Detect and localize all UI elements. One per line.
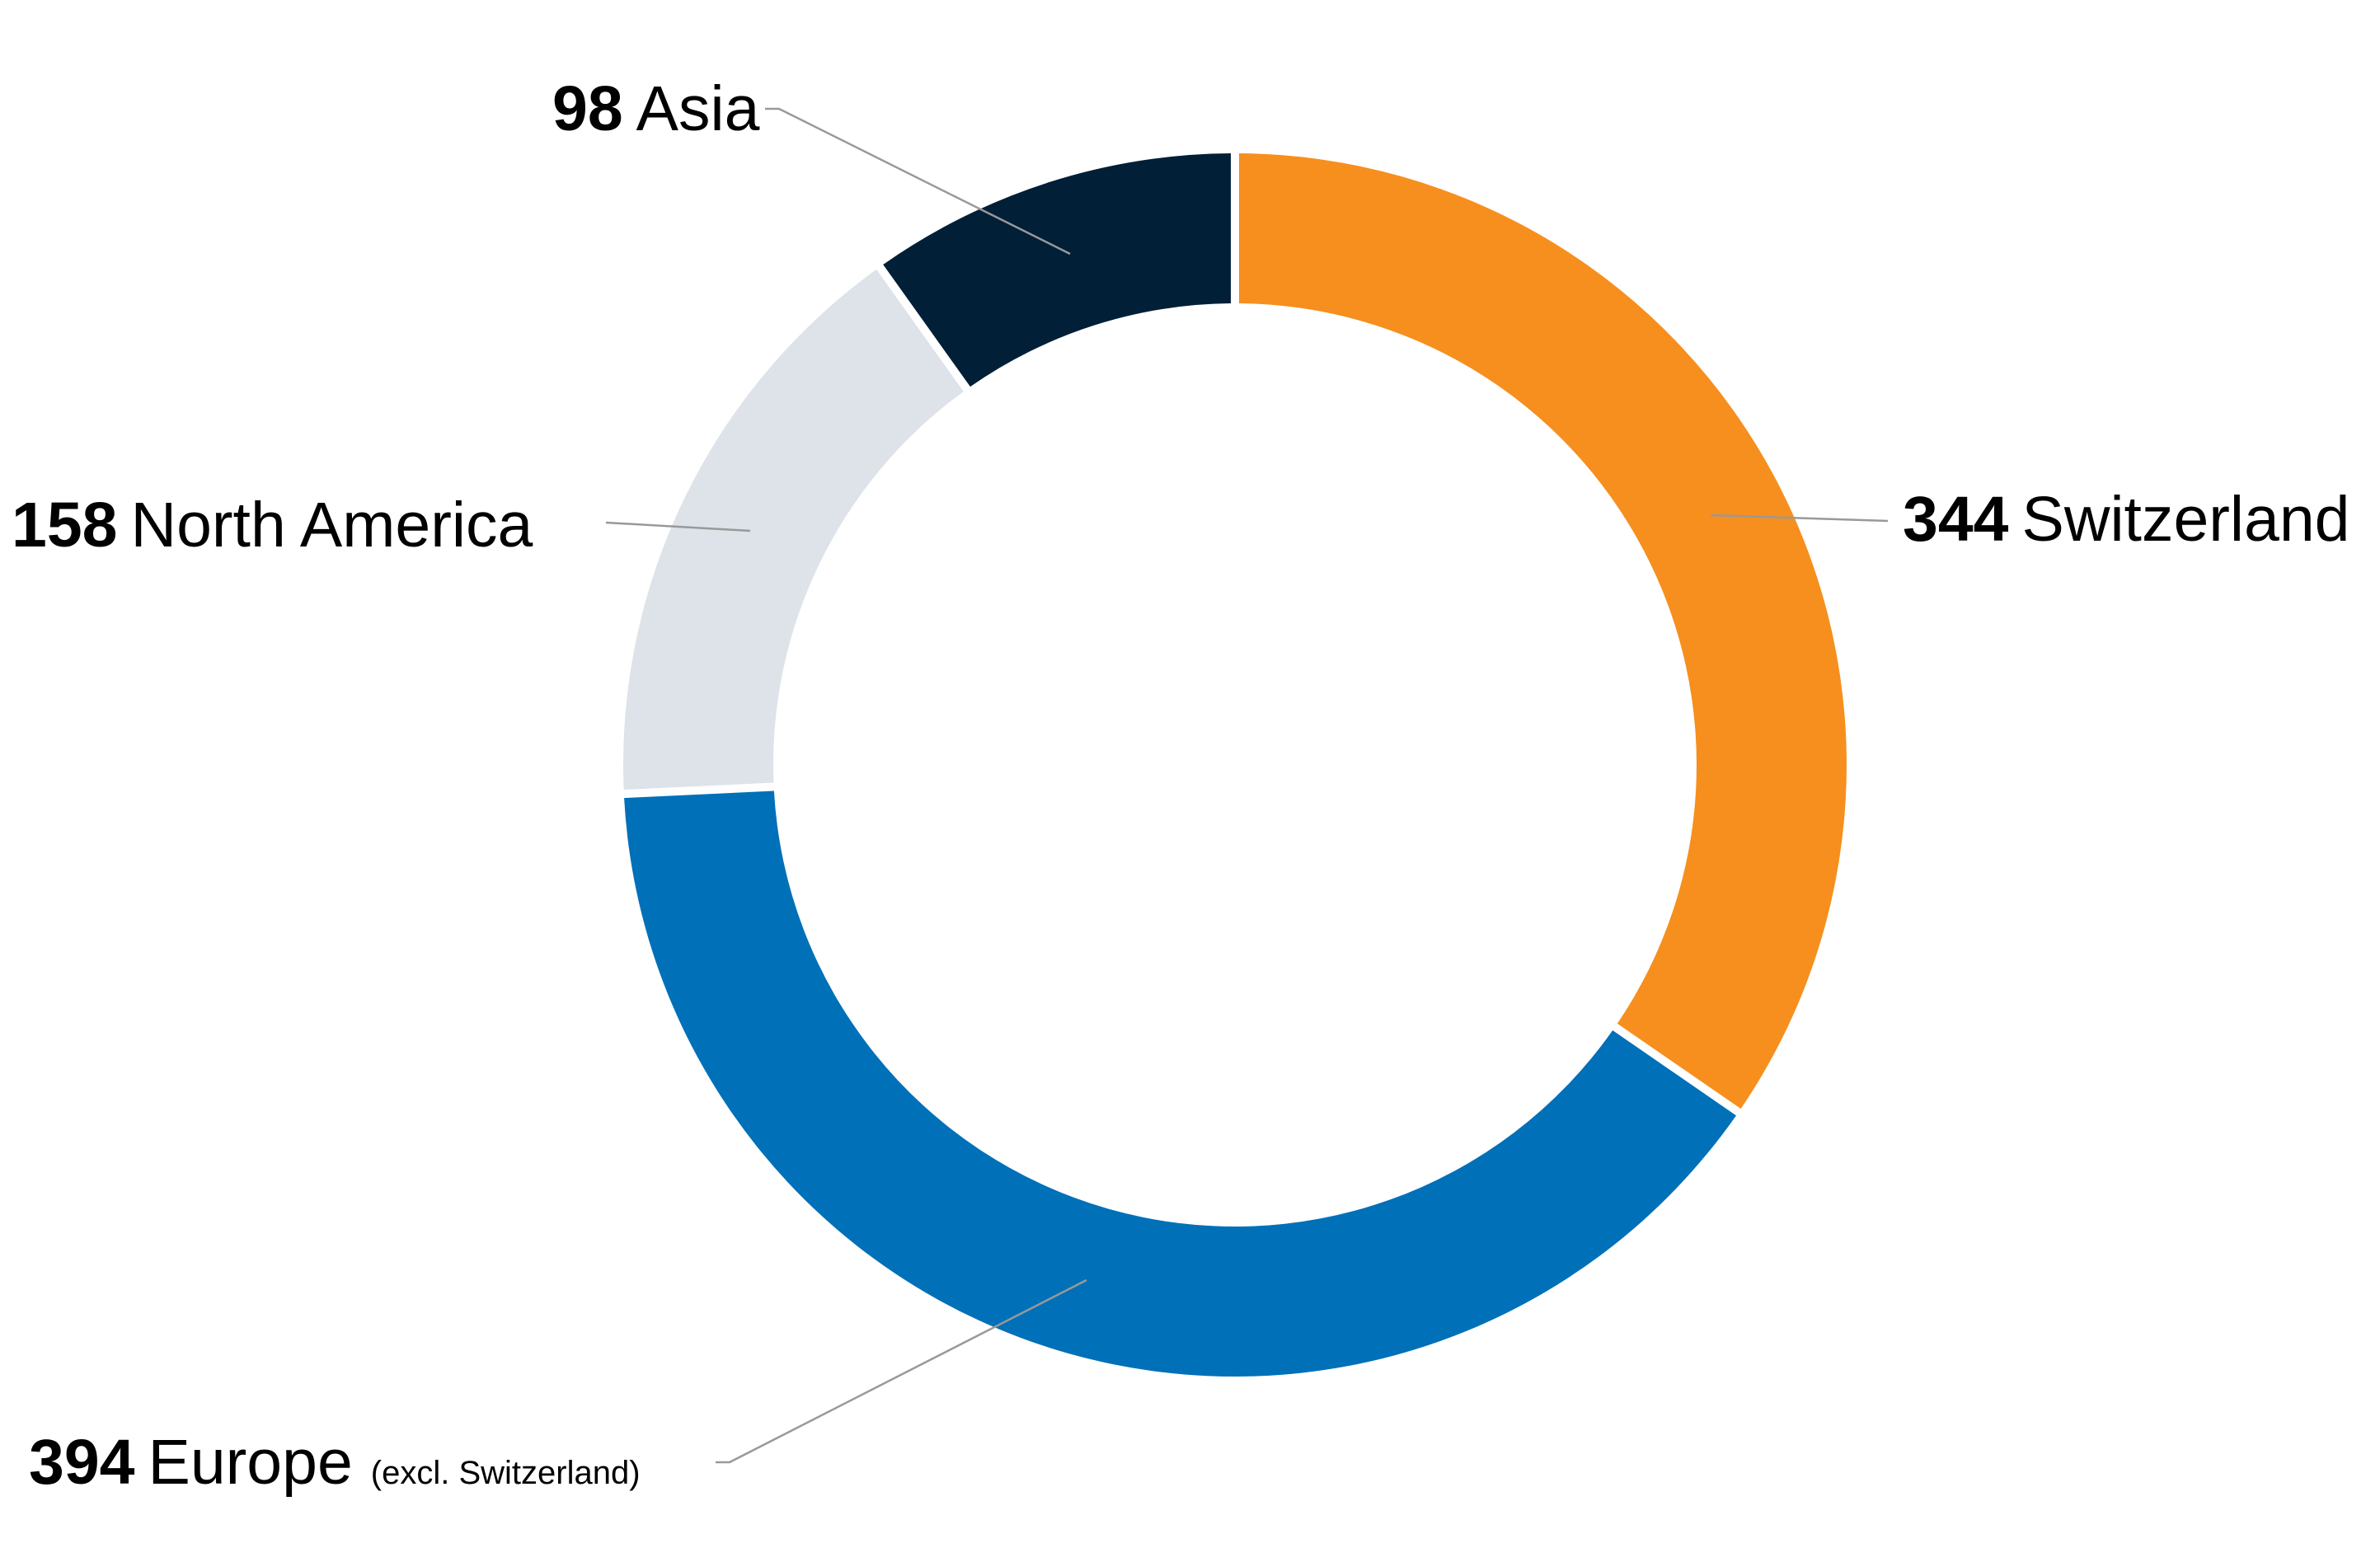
slice-labels: 344 Switzerland 394 Europe (excl. Switzerlan…: [12, 73, 2350, 1498]
label-europe: 394 Europe (excl. Switzerland): [29, 1427, 641, 1498]
leader-line-asia: [765, 107, 1071, 256]
slice-name-label: Switzerland: [2021, 484, 2349, 555]
label-north-america: 158 North America: [12, 490, 533, 561]
slice-value-label: 394: [29, 1427, 135, 1498]
slice-value-label: 344: [1903, 484, 2009, 555]
slice-switzerland: [1238, 153, 1847, 1109]
slice-europe: [624, 790, 1737, 1377]
donut-slices: [623, 153, 1847, 1377]
leader-lines: [605, 107, 1889, 1464]
leader-line-switzerland: [1710, 514, 1889, 523]
leader-line-north-america: [605, 521, 751, 532]
slice-note-label: (excl. Switzerland): [371, 1455, 641, 1491]
slice-asia: [883, 153, 1232, 387]
slice-name-label: Asia: [636, 73, 760, 144]
leader-line-europe: [716, 1278, 1087, 1464]
label-asia: 98 Asia: [552, 73, 760, 144]
slice-north-america: [623, 269, 964, 790]
label-switzerland: 344 Switzerland: [1903, 484, 2350, 555]
slice-value-label: 98: [552, 73, 623, 144]
slice-value-label: 158: [12, 490, 117, 561]
slice-name-label: Europe: [148, 1427, 352, 1498]
slice-name-label: North America: [130, 490, 533, 561]
